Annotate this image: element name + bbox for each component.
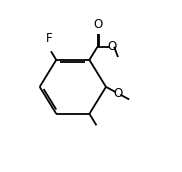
Text: O: O — [94, 18, 103, 31]
Text: O: O — [107, 40, 116, 53]
Text: O: O — [114, 87, 123, 100]
Text: F: F — [46, 32, 53, 45]
